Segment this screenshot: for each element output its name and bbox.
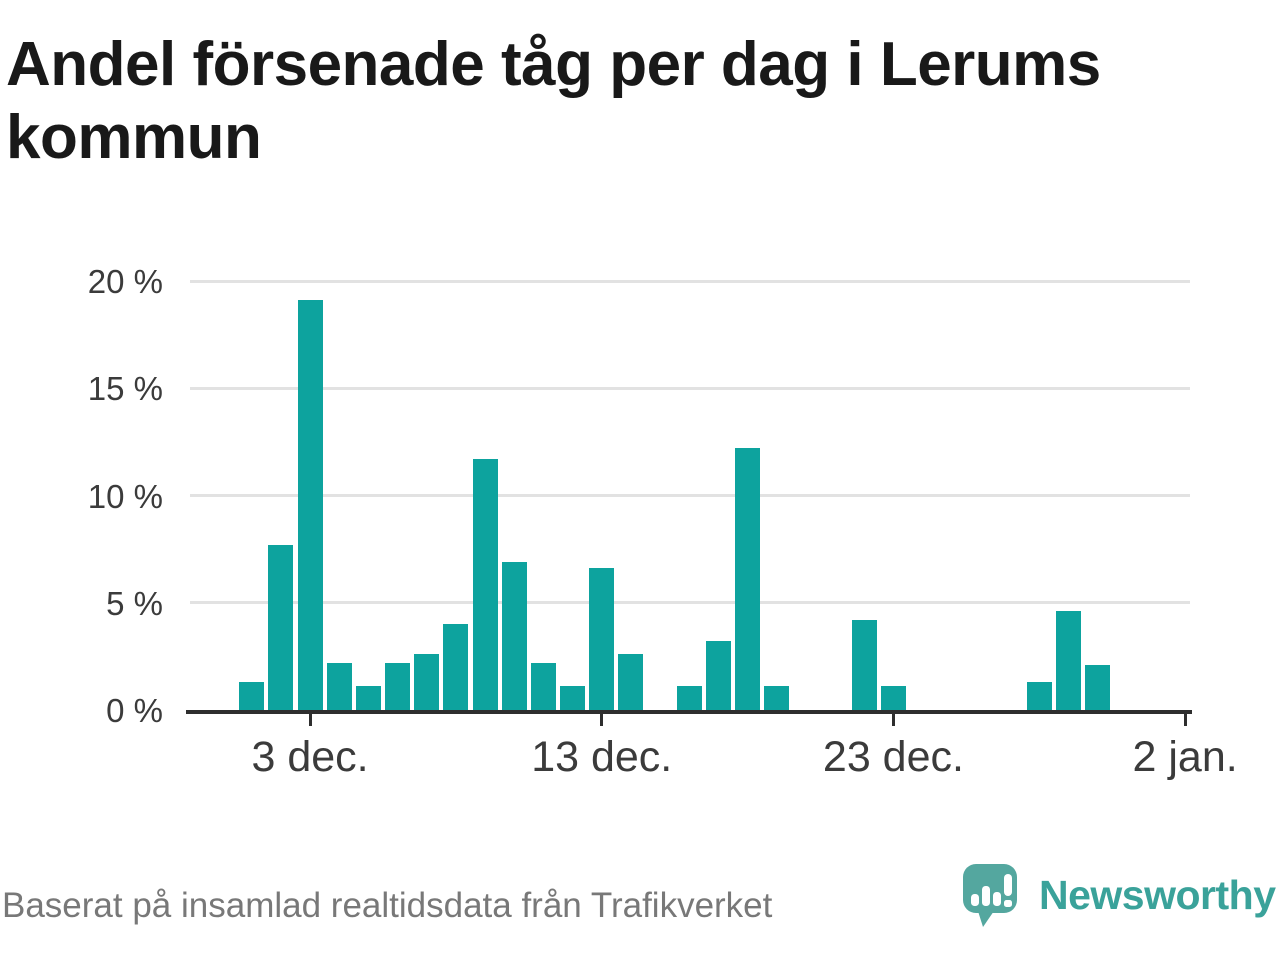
chart-title-line1: Andel försenade tåg per dag i Lerums [6,30,1101,99]
x-axis-tick [891,714,895,726]
bar [705,641,731,710]
bar [443,624,469,710]
grid-line [190,279,1190,283]
y-axis-label: 15 % [87,370,163,408]
bar [239,682,265,710]
bar [735,448,761,710]
y-axis-label: 10 % [87,477,163,515]
bar [1055,611,1081,710]
x-axis-label: 23 dec. [822,733,964,781]
x-axis-label: 2 jan. [1132,733,1238,781]
grid-line [190,386,1190,390]
bar [880,686,906,710]
grid-line [190,494,1190,498]
bar [851,619,877,710]
chart-title: Andel försenade tåg per dag i Lerums kom… [6,28,1101,174]
bar [414,654,440,710]
bar [618,654,644,710]
grid-line [190,601,1190,605]
x-axis-label: 13 dec. [531,733,673,781]
source-note: Baserat på insamlad realtidsdata från Tr… [2,886,773,925]
newsworthy-wordmark: Newsworthy [1039,872,1276,918]
bar [472,459,498,710]
chart-title-line2: kommun [6,103,262,172]
bar [530,662,556,710]
bar [355,686,381,710]
y-axis-label: 20 % [87,263,163,301]
newsworthy-logo: Newsworthy [963,864,1280,934]
x-axis-label: 3 dec. [251,733,369,781]
bar [297,300,323,710]
x-axis-tick [600,714,604,726]
x-axis-tick [1183,714,1187,726]
bar [560,686,586,710]
y-axis-label: 0 % [106,692,163,729]
bar [676,686,702,710]
bar [589,568,615,710]
bar [1026,682,1052,710]
bar [1085,664,1111,710]
x-axis-line [186,710,1192,714]
newsworthy-logo-icon [963,864,1017,927]
bar [501,562,527,710]
bar [385,662,411,710]
bar [326,662,352,710]
x-axis-tick [308,714,312,726]
y-axis-label: 5 % [106,584,163,622]
bar [268,544,294,710]
bar [764,686,790,710]
